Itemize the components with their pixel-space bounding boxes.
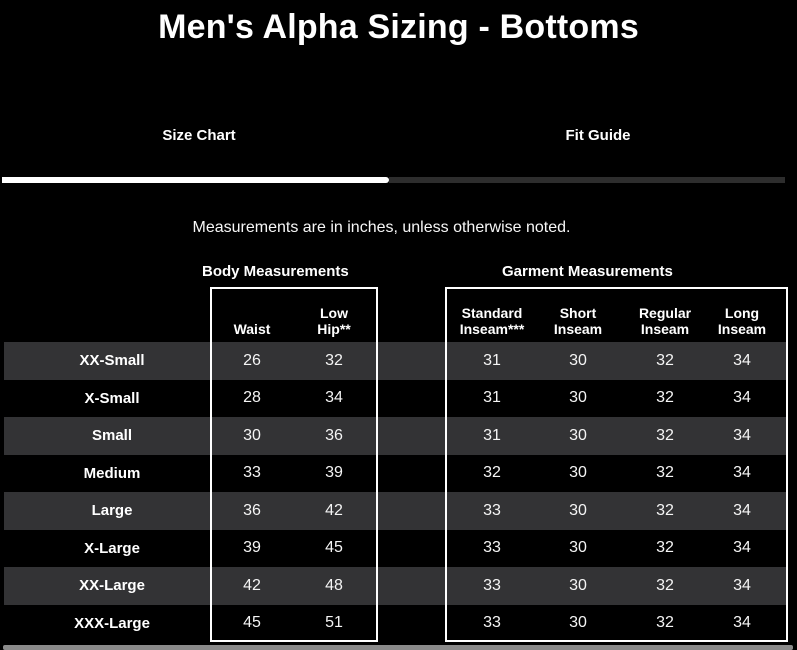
active-tab-indicator [2, 177, 389, 183]
measurement-cell-waist: 33 [243, 464, 261, 482]
measurement-cell-regular-inseam: 32 [656, 539, 674, 557]
measurement-cell-long-inseam: 34 [733, 501, 751, 519]
measurement-cell-short-inseam: 30 [569, 539, 587, 557]
units-note: Measurements are in inches, unless other… [192, 219, 571, 236]
measurement-cell-long-inseam: 34 [733, 614, 751, 632]
measurement-cell-regular-inseam: 32 [656, 576, 674, 594]
table-row: X-Large 39 45 33 30 32 34 [0, 530, 797, 568]
measurement-cell-waist: 28 [243, 389, 261, 407]
column-header-regular-inseam: Regular Inseam [638, 305, 692, 337]
measurement-cell-standard-inseam: 31 [483, 426, 501, 444]
table-row: Small 30 36 31 30 32 34 [0, 417, 797, 455]
measurement-cell-low-hip: 36 [325, 426, 343, 444]
column-header-short-inseam: Short Inseam [553, 305, 603, 337]
measurement-cell-low-hip: 51 [325, 614, 343, 632]
measurement-cell-short-inseam: 30 [569, 614, 587, 632]
measurement-cell-long-inseam: 34 [733, 539, 751, 557]
measurement-cell-waist: 45 [243, 614, 261, 632]
measurement-cell-standard-inseam: 33 [483, 501, 501, 519]
tab-size-chart[interactable]: Size Chart [162, 126, 236, 144]
measurement-cell-low-hip: 48 [325, 576, 343, 594]
measurement-cell-waist: 39 [243, 539, 261, 557]
measurement-cell-waist: 36 [243, 501, 261, 519]
size-label: X-Small [84, 389, 140, 407]
table-row: XX-Large 42 48 33 30 32 34 [0, 567, 797, 605]
size-label: X-Large [84, 539, 140, 557]
measurement-cell-standard-inseam: 33 [483, 539, 501, 557]
measurement-cell-standard-inseam: 33 [483, 576, 501, 594]
measurement-cell-long-inseam: 34 [733, 576, 751, 594]
measurement-cell-regular-inseam: 32 [656, 389, 674, 407]
column-header-standard-inseam: Standard Inseam*** [459, 305, 525, 337]
measurement-cell-short-inseam: 30 [569, 351, 587, 369]
inactive-tab-indicator [389, 177, 785, 183]
measurement-cell-low-hip: 39 [325, 464, 343, 482]
measurement-cell-regular-inseam: 32 [656, 426, 674, 444]
measurement-cell-low-hip: 45 [325, 539, 343, 557]
table-row: X-Small 28 34 31 30 32 34 [0, 380, 797, 418]
measurement-cell-regular-inseam: 32 [656, 464, 674, 482]
table-row: XXX-Large 45 51 33 30 32 34 [0, 605, 797, 643]
size-label: XX-Large [79, 577, 145, 595]
measurement-cell-regular-inseam: 32 [656, 614, 674, 632]
garment-measurements-label: Garment Measurements [502, 263, 673, 280]
size-label: Small [91, 427, 133, 445]
measurement-cell-short-inseam: 30 [569, 501, 587, 519]
tab-fit-guide[interactable]: Fit Guide [565, 126, 631, 144]
measurement-cell-regular-inseam: 32 [656, 501, 674, 519]
measurement-cell-waist: 26 [243, 351, 261, 369]
measurement-cell-low-hip: 42 [325, 501, 343, 519]
measurement-cell-standard-inseam: 31 [483, 351, 501, 369]
row-stripe [4, 567, 787, 605]
row-stripe [4, 492, 787, 530]
measurement-cell-long-inseam: 34 [733, 464, 751, 482]
measurement-cell-waist: 30 [243, 426, 261, 444]
measurement-cell-long-inseam: 34 [733, 426, 751, 444]
table-row: XX-Small 26 32 31 30 32 34 [0, 342, 797, 380]
column-header-waist: Waist [233, 321, 271, 337]
size-label: Medium [83, 464, 141, 482]
row-stripe [4, 417, 787, 455]
measurement-cell-short-inseam: 30 [569, 464, 587, 482]
body-measurements-label: Body Measurements [202, 263, 349, 280]
row-stripe [4, 342, 787, 380]
measurement-cell-standard-inseam: 32 [483, 464, 501, 482]
table-row: Large 36 42 33 30 32 34 [0, 492, 797, 530]
measurement-cell-regular-inseam: 32 [656, 351, 674, 369]
size-label: Large [91, 502, 133, 520]
column-header-long-inseam: Long Inseam [717, 305, 767, 337]
measurement-cell-standard-inseam: 31 [483, 389, 501, 407]
measurement-cell-short-inseam: 30 [569, 426, 587, 444]
measurement-cell-long-inseam: 34 [733, 389, 751, 407]
size-label: XXX-Large [74, 614, 150, 632]
measurement-cell-waist: 42 [243, 576, 261, 594]
horizontal-scrollbar[interactable] [3, 645, 793, 650]
measurement-cell-low-hip: 32 [325, 351, 343, 369]
measurement-cell-low-hip: 34 [325, 389, 343, 407]
measurement-cell-standard-inseam: 33 [483, 614, 501, 632]
page-title: Men's Alpha Sizing - Bottoms [158, 8, 639, 46]
measurement-cell-short-inseam: 30 [569, 576, 587, 594]
size-label: XX-Small [79, 352, 145, 370]
column-header-low-hip: Low Hip** [317, 305, 351, 337]
measurement-cell-long-inseam: 34 [733, 351, 751, 369]
table-row: Medium 33 39 32 30 32 34 [0, 455, 797, 493]
measurement-cell-short-inseam: 30 [569, 389, 587, 407]
